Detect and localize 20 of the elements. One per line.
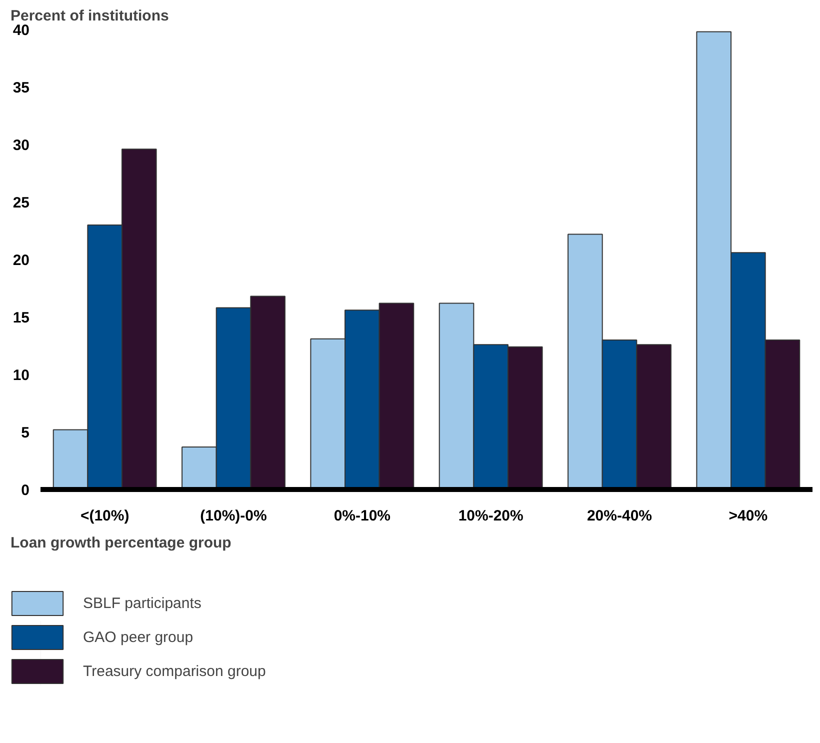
x-axis-title: Loan growth percentage group (10, 534, 232, 552)
y-tick-label: 35 (12, 80, 30, 96)
y-tick-label: 10 (12, 367, 30, 384)
legend-label: SBLF participants (83, 594, 202, 612)
y-tick-label: 30 (12, 137, 30, 154)
legend-label: Treasury comparison group (83, 662, 266, 680)
x-tick-label: >40% (728, 508, 768, 524)
x-tick-label: 20%-40% (586, 508, 652, 524)
y-axis-title: Percent of institutions (10, 8, 169, 24)
x-tick-label: <(10%) (80, 508, 130, 524)
legend-label: GAO peer group (83, 628, 194, 646)
x-tick-label: (10%)-0% (200, 508, 267, 524)
y-tick-label: 25 (12, 194, 30, 212)
y-tick-label: 5 (21, 424, 30, 442)
y-tick-label: 20 (12, 252, 30, 269)
x-tick-label: 0%-10% (334, 508, 391, 524)
x-tick-label: 10%-20% (458, 508, 524, 524)
y-tick-label: 40 (12, 22, 30, 39)
y-tick-label: 15 (12, 310, 30, 326)
y-tick-label: 0 (21, 482, 30, 499)
